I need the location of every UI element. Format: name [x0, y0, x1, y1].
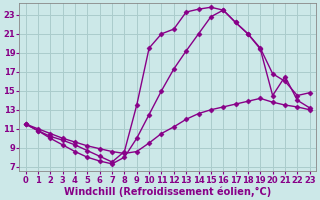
X-axis label: Windchill (Refroidissement éolien,°C): Windchill (Refroidissement éolien,°C): [64, 186, 271, 197]
